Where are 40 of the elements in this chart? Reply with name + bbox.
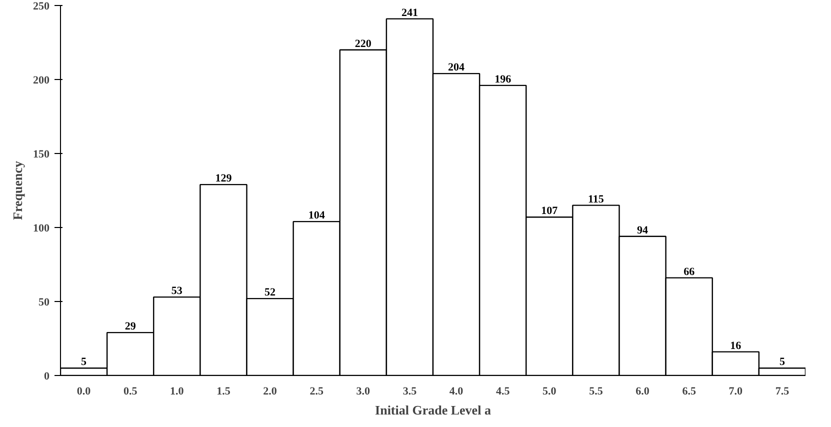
data-label: 104 bbox=[308, 210, 326, 222]
y-tick-label: 250 bbox=[33, 0, 50, 12]
x-axis-title: Initial Grade Level a bbox=[375, 402, 492, 418]
y-tick-label: 150 bbox=[33, 148, 50, 160]
data-label: 52 bbox=[264, 286, 276, 299]
x-tick-label: 1.0 bbox=[170, 386, 184, 398]
data-label: 5 bbox=[779, 356, 786, 368]
x-tick-label: 7.0 bbox=[728, 386, 744, 398]
y-tick-label: 50 bbox=[38, 296, 50, 308]
data-label: 107 bbox=[541, 205, 558, 218]
x-tick-label: 4.5 bbox=[496, 386, 510, 398]
x-tick-label: 7.5 bbox=[775, 386, 790, 398]
data-label: 94 bbox=[637, 224, 649, 236]
data-label: 220 bbox=[354, 38, 372, 50]
data-label: 29 bbox=[124, 320, 136, 333]
x-tick-label: 6.0 bbox=[636, 386, 650, 398]
x-tick-label: 0.0 bbox=[76, 386, 92, 398]
data-label: 66 bbox=[684, 266, 696, 278]
x-tick-label: 0.5 bbox=[123, 386, 138, 398]
data-label: 241 bbox=[401, 6, 418, 19]
y-tick-label: 200 bbox=[33, 74, 50, 86]
x-tick-label: 4.0 bbox=[449, 386, 464, 398]
data-label: 196 bbox=[494, 73, 512, 86]
data-label: 129 bbox=[215, 172, 232, 185]
data-label: 5 bbox=[81, 356, 88, 368]
y-tick-label: 100 bbox=[33, 222, 50, 234]
x-tick-label: 6.5 bbox=[682, 386, 696, 398]
x-tick-label: 3.5 bbox=[402, 386, 418, 398]
data-label: 53 bbox=[171, 285, 183, 298]
data-label: 204 bbox=[448, 62, 466, 74]
x-tick-label: 3.0 bbox=[356, 386, 371, 398]
x-tick-label: 5.5 bbox=[589, 386, 604, 398]
x-tick-label: 1.5 bbox=[216, 386, 231, 398]
y-axis-title: Frequency bbox=[10, 160, 25, 220]
data-label: 16 bbox=[730, 340, 742, 352]
y-tick-label: 0 bbox=[44, 370, 50, 382]
data-label: 115 bbox=[588, 193, 604, 206]
x-tick-label: 5.0 bbox=[542, 386, 557, 398]
x-tick-label: 2.5 bbox=[310, 386, 324, 398]
x-tick-label: 2.0 bbox=[263, 386, 278, 398]
